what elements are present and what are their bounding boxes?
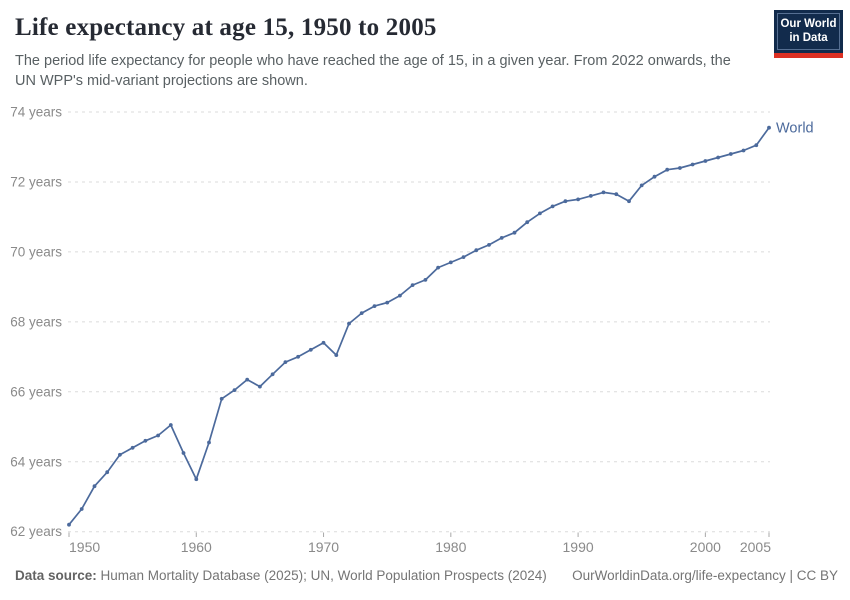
data-point [601, 190, 606, 195]
data-point [703, 159, 708, 163]
data-point [474, 248, 479, 253]
data-point [334, 353, 339, 357]
y-tick-label: 74 years [10, 105, 62, 120]
data-point [372, 304, 377, 308]
data-point [576, 197, 580, 202]
chart-footer: Data source: Human Mortality Database (2… [15, 568, 838, 583]
x-tick-label: 1980 [435, 539, 466, 555]
data-point [639, 183, 644, 188]
y-tick-label: 62 years [10, 524, 62, 539]
data-point [105, 470, 110, 475]
data-point [347, 321, 351, 326]
data-point [588, 194, 593, 198]
data-point [728, 152, 733, 156]
x-tick-label: 1960 [181, 539, 212, 555]
chart-header: Life expectancy at age 15, 1950 to 2005 … [15, 14, 760, 91]
data-point [563, 199, 568, 204]
chart-subtitle: The period life expectancy for people wh… [15, 51, 760, 91]
y-tick-label: 70 years [10, 244, 62, 259]
data-point [359, 311, 364, 315]
page-title: Life expectancy at age 15, 1950 to 2005 [15, 14, 437, 41]
world-line [68, 126, 770, 526]
data-point [448, 260, 453, 265]
owid-logo-text: Our World in Data [777, 13, 840, 50]
data-point [461, 255, 466, 259]
data-source-label: Data source: [15, 568, 97, 583]
data-point [525, 220, 530, 225]
chart-area: 62 years 64 years 66 years 68 years 70 years… [0, 95, 850, 570]
owid-logo-stripe [774, 52, 843, 58]
data-point [423, 278, 428, 282]
data-point [627, 199, 631, 204]
data-point [118, 452, 122, 457]
data-point [270, 372, 275, 377]
data-point [321, 340, 326, 345]
data-point [652, 174, 657, 179]
data-point [410, 283, 415, 287]
subtitle-line-2: UN WPP's mid-variant projections are sho… [15, 73, 308, 89]
subtitle-line-1: The period life expectancy for people wh… [15, 53, 731, 69]
data-point [258, 384, 262, 389]
y-tick-label: 64 years [10, 454, 62, 469]
data-point [296, 354, 300, 359]
data-point [690, 162, 695, 167]
data-point [207, 440, 211, 445]
data-point [550, 204, 555, 209]
data-point [499, 236, 504, 240]
data-point [67, 522, 71, 527]
data-point [92, 484, 97, 489]
data-point [398, 293, 402, 298]
data-point [79, 507, 84, 511]
data-point [487, 243, 491, 247]
x-tick-label: 1990 [563, 539, 594, 555]
series-label-world: World [776, 121, 814, 137]
owid-logo: Our World in Data [774, 10, 843, 58]
data-point [308, 347, 313, 352]
data-point [283, 360, 288, 364]
data-source-text: Human Mortality Database (2025); UN, Wor… [96, 568, 547, 583]
data-point [538, 211, 542, 216]
data-point [130, 445, 135, 450]
x-tick-label: 1970 [308, 539, 339, 555]
data-point [754, 143, 759, 148]
data-point [614, 192, 619, 197]
data-point [385, 300, 390, 305]
data-point [181, 451, 186, 455]
data-point [512, 230, 517, 235]
data-point [245, 377, 250, 382]
x-tick-label: 1950 [69, 539, 100, 555]
data-point [716, 155, 720, 160]
x-tick-label: 2000 [690, 539, 721, 555]
y-tick-label: 66 years [10, 384, 62, 399]
data-point [194, 477, 199, 482]
data-point [678, 166, 682, 170]
data-point [436, 265, 440, 270]
y-tick-label: 68 years [10, 314, 62, 329]
data-point [767, 125, 771, 130]
line-chart-svg: 62 years 64 years 66 years 68 years 70 years… [10, 105, 814, 556]
data-point [143, 438, 148, 443]
data-source: Data source: Human Mortality Database (2… [15, 568, 547, 583]
x-tick-label: 2005 [740, 539, 771, 555]
data-point [219, 396, 224, 401]
data-point [168, 423, 173, 427]
data-point [741, 148, 746, 153]
y-tick-label: 72 years [10, 174, 62, 189]
data-point [665, 167, 670, 172]
data-point [232, 388, 237, 392]
data-point [156, 433, 161, 438]
credit-line: OurWorldinData.org/life-expectancy | CC … [572, 568, 838, 583]
